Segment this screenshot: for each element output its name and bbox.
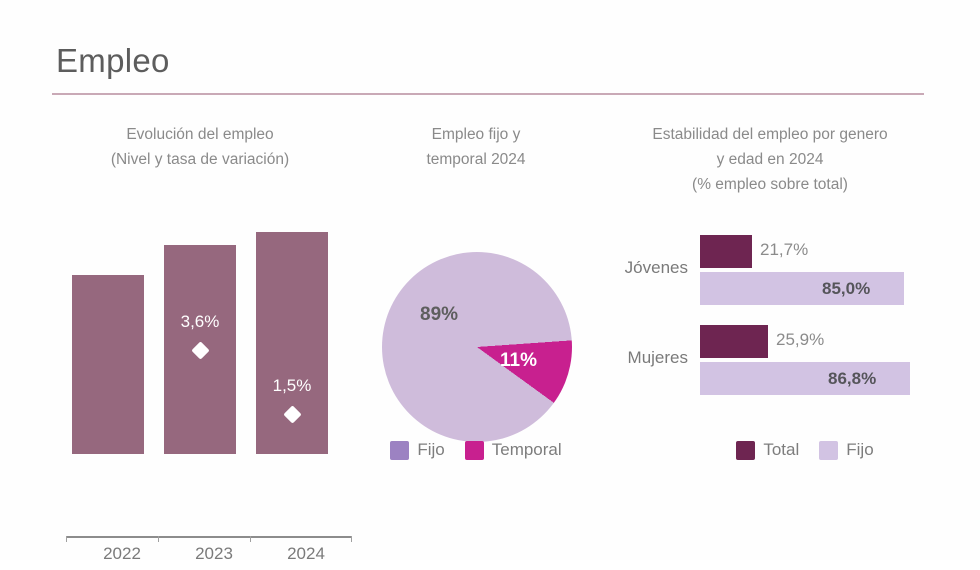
column-bar-2022[interactable] [72, 275, 144, 454]
legend-label-fijo: Fijo [846, 440, 874, 459]
x-axis-label-2023: 2023 [195, 544, 233, 563]
chart-title-pie: Empleo fijo y temporal 2024 [352, 122, 600, 172]
hbar-fijo-value-mujeres: 86,8% [828, 369, 877, 388]
chart-title-estabilidad-line3: (% empleo sobre total) [692, 176, 848, 193]
pie-chart-plot-area: 89% 11% [382, 252, 572, 442]
pie-disc[interactable] [382, 252, 572, 442]
hbar-category-label-jovenes: Jóvenes [624, 258, 688, 277]
hbar-legend: Total Fijo [680, 440, 930, 460]
x-axis-line [66, 536, 352, 538]
hbar-total-jovenes[interactable] [700, 235, 752, 268]
chart-title-estabilidad-line2: y edad en 2024 [716, 151, 824, 168]
hbar-fijo-mujeres[interactable] [700, 362, 910, 395]
column-bar-2023[interactable]: 3,6% [164, 245, 236, 454]
pie-slice-label-temporal: 11% [500, 350, 537, 371]
rate-label-2024: 1,5% [272, 376, 312, 395]
hbar-track-mujeres: 25,9% 86,8% [700, 322, 940, 402]
hbar-total-value-mujeres: 25,9% [776, 330, 825, 349]
rate-label-2023: 3,6% [180, 312, 220, 331]
hbar-fijo-jovenes[interactable] [700, 272, 904, 305]
chart-title-evolucion-line2: (Nivel y tasa de variación) [110, 151, 290, 168]
column-chart-plot-area: 2.410 2.498 3,6% 2.535 1,5% [54, 204, 352, 563]
x-axis-tick [158, 536, 159, 542]
hbar-group-mujeres: Mujeres 25,9% 86,8% [590, 322, 950, 402]
pie-legend: Fijo Temporal [352, 440, 600, 460]
legend-label-fijo: Fijo [417, 440, 445, 459]
x-axis-labels: 2022 2023 2024 [68, 544, 360, 570]
legend-label-total: Total [763, 440, 800, 459]
legend-item-total[interactable]: Total [736, 440, 799, 460]
chart-title-estabilidad: Estabilidad del empleo por genero y edad… [590, 122, 950, 197]
x-axis-label-2022: 2022 [103, 544, 141, 563]
horizontal-bar-plot-area: Jóvenes 21,7% 85,0% Mujeres 25,9% 86,8% [590, 222, 950, 427]
legend-swatch-fijo-icon [819, 440, 839, 460]
x-axis-tick [250, 536, 251, 542]
legend-item-temporal[interactable]: Temporal [464, 440, 562, 460]
rate-diamond-marker-icon [190, 341, 210, 360]
hbar-track-jovenes: 21,7% 85,0% [700, 232, 940, 312]
chart-estabilidad-del-empleo: Estabilidad del empleo por genero y edad… [590, 122, 950, 492]
chart-title-evolucion: Evolución del empleo (Nivel y tasa de va… [40, 122, 360, 172]
column-bar-2024[interactable]: 1,5% [256, 232, 328, 454]
hbar-category-label-mujeres: Mujeres [627, 348, 688, 367]
legend-swatch-total-icon [736, 440, 756, 460]
chart-title-evolucion-line1: Evolución del empleo [126, 126, 274, 143]
chart-evolucion-del-empleo: Evolución del empleo (Nivel y tasa de va… [40, 122, 360, 563]
x-axis-label-2024: 2024 [287, 544, 325, 563]
hbar-fijo-value-jovenes: 85,0% [822, 279, 871, 298]
legend-item-fijo[interactable]: Fijo [390, 440, 445, 460]
legend-swatch-temporal-icon [464, 440, 484, 460]
legend-item-fijo[interactable]: Fijo [819, 440, 874, 460]
pie-slice-label-fijo: 89% [420, 304, 459, 325]
chart-title-pie-line1: Empleo fijo y [431, 126, 521, 143]
legend-swatch-fijo-icon [390, 440, 410, 460]
legend-label-temporal: Temporal [491, 440, 562, 459]
hbar-group-jovenes: Jóvenes 21,7% 85,0% [590, 232, 950, 312]
x-axis-tick [351, 536, 352, 542]
chart-empleo-fijo-y-temporal: Empleo fijo y temporal 2024 89% 11% Fijo… [352, 122, 600, 492]
title-divider [52, 93, 924, 95]
hbar-total-value-jovenes: 21,7% [760, 240, 809, 259]
page-title: Empleo [56, 42, 170, 79]
x-axis-tick [66, 536, 67, 542]
chart-title-pie-line2: temporal 2024 [426, 151, 526, 168]
rate-diamond-marker-icon [282, 405, 302, 424]
chart-title-estabilidad-line1: Estabilidad del empleo por genero [652, 126, 888, 143]
hbar-total-mujeres[interactable] [700, 325, 768, 358]
